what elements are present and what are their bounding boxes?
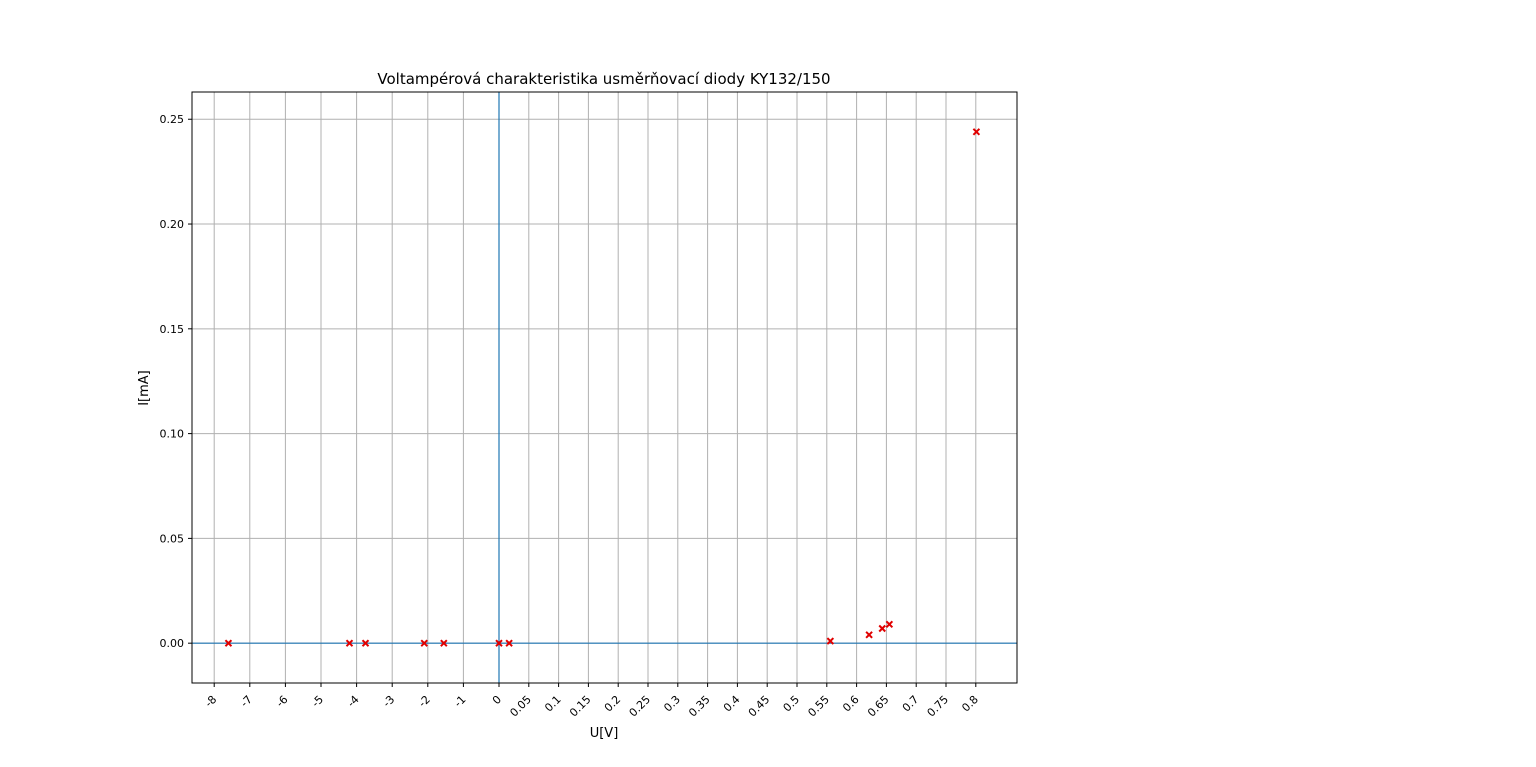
data-points bbox=[224, 128, 981, 647]
y-tick-label: 0.20 bbox=[160, 218, 185, 231]
data-point bbox=[361, 639, 370, 647]
y-tick-label: 0.15 bbox=[160, 323, 185, 336]
data-point bbox=[878, 624, 886, 633]
x-tick-label: 0 bbox=[490, 693, 504, 707]
data-point bbox=[345, 639, 354, 647]
x-tick-label: -8 bbox=[202, 693, 219, 710]
x-tick-label: 0.55 bbox=[805, 693, 832, 720]
x-tick-label: -3 bbox=[380, 693, 397, 710]
x-tick-label: 0.6 bbox=[840, 693, 862, 715]
x-tick-label: 0.35 bbox=[686, 693, 713, 720]
y-axis-label: I[mA] bbox=[137, 370, 152, 406]
y-tick-label: 0.05 bbox=[160, 532, 185, 545]
x-tick-label: 0.45 bbox=[746, 693, 773, 720]
chart-title: Voltampérová charakteristika usměrňovací… bbox=[377, 70, 830, 88]
x-tick-label: -2 bbox=[416, 693, 433, 710]
data-point bbox=[420, 639, 428, 647]
grid bbox=[192, 92, 1017, 683]
x-tick-label: 0.8 bbox=[959, 693, 981, 715]
x-tick-label: 0.05 bbox=[507, 693, 534, 720]
x-tick-label: -7 bbox=[238, 693, 255, 710]
data-point bbox=[972, 128, 981, 136]
y-tick-label: 0.25 bbox=[160, 113, 185, 126]
data-point bbox=[505, 639, 513, 647]
y-axis: 0.00 0.05 0.10 0.15 0.20 0.25 bbox=[160, 113, 192, 650]
plot-frame bbox=[191, 91, 1018, 684]
data-point bbox=[495, 639, 503, 647]
y-tick-label: 0.00 bbox=[160, 637, 185, 650]
data-point bbox=[885, 620, 894, 629]
x-tick-label: 0.4 bbox=[721, 693, 743, 715]
x-tick-label: 0.1 bbox=[542, 693, 564, 715]
x-axis: -8 -7 -6 -5 -4 -3 -2 -1 0 0.05 0.1 0.15 0.2 0.25 0.3 0.… bbox=[202, 683, 981, 719]
x-tick-label: -4 bbox=[345, 693, 362, 710]
data-point bbox=[440, 639, 448, 647]
data-point bbox=[826, 637, 835, 645]
x-axis-label: U[V] bbox=[590, 726, 619, 741]
y-tick-label: 0.10 bbox=[160, 428, 185, 441]
x-tick-label: -1 bbox=[452, 693, 469, 710]
reference-lines bbox=[192, 92, 1017, 683]
data-point bbox=[224, 639, 233, 647]
x-tick-label: 0.65 bbox=[865, 693, 892, 720]
x-tick-label: 0.75 bbox=[925, 693, 952, 720]
x-tick-label: 0.2 bbox=[602, 693, 624, 715]
data-point bbox=[865, 631, 873, 639]
x-tick-label: 0.7 bbox=[900, 693, 922, 715]
x-tick-label: 0.25 bbox=[627, 693, 654, 720]
x-tick-label: -5 bbox=[309, 693, 326, 710]
x-tick-label: 0.5 bbox=[781, 693, 803, 715]
x-tick-label: 0.3 bbox=[661, 693, 683, 715]
x-tick-label: -6 bbox=[274, 693, 291, 710]
x-tick-label: 0.15 bbox=[567, 693, 594, 720]
